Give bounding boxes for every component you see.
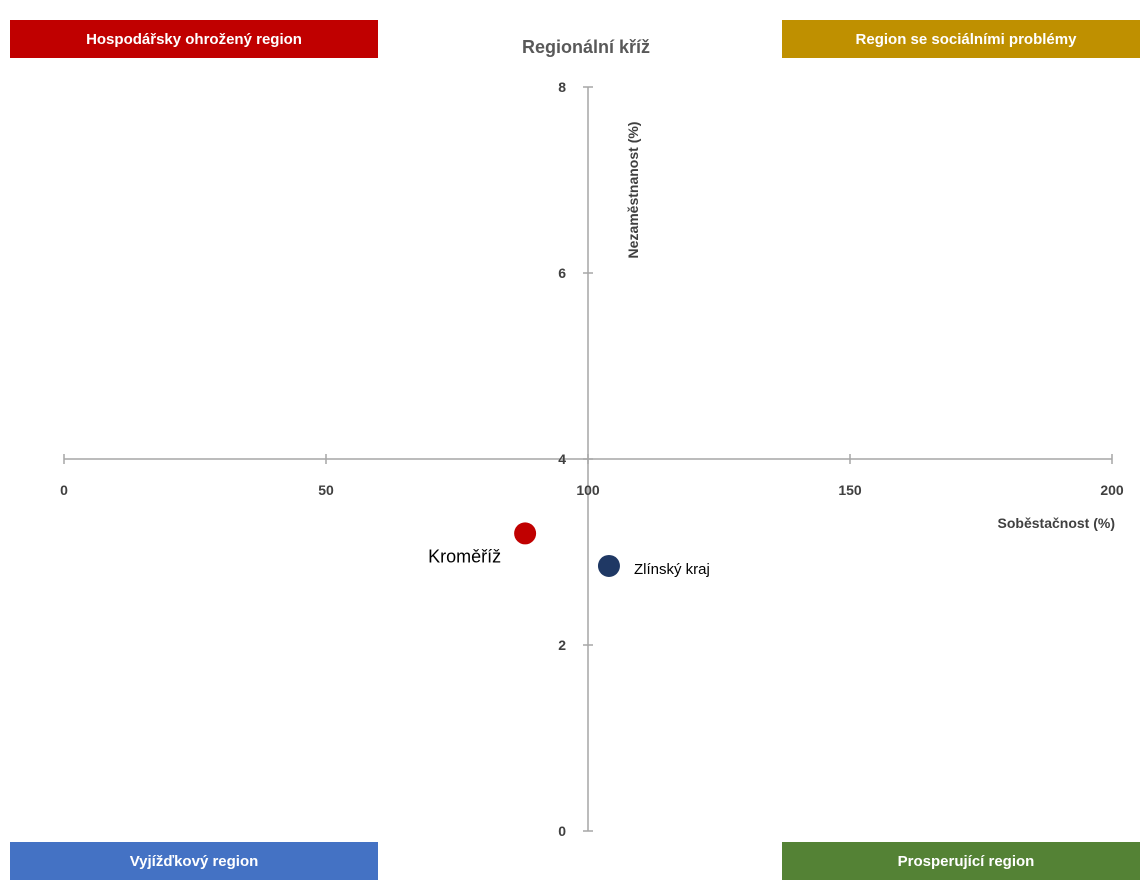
y-tick-label: 4 xyxy=(558,451,566,467)
x-tick-label: 50 xyxy=(318,482,334,498)
quadrant-label-bottom-left: Vyjížďkový region xyxy=(10,842,378,880)
x-tick-label: 200 xyxy=(1100,482,1124,498)
chart-title: Regionální kříž xyxy=(522,37,650,57)
x-tick-label: 0 xyxy=(60,482,68,498)
y-tick-label: 2 xyxy=(558,637,566,653)
y-tick-label: 0 xyxy=(558,823,566,839)
data-point xyxy=(597,554,620,577)
quadrant-label-top-left: Hospodářsky ohrožený region xyxy=(10,20,378,58)
x-tick-label: 150 xyxy=(838,482,862,498)
quadrant-label-top-right: Region se sociálními problémy xyxy=(782,20,1140,58)
y-tick-label: 6 xyxy=(558,265,566,281)
x-ticks: 0 50 100 150 200 xyxy=(60,454,1124,498)
data-point xyxy=(514,522,537,545)
quadrant-label-bottom-right: Prosperující region xyxy=(782,842,1140,880)
x-axis-label: Soběstačnost (%) xyxy=(998,515,1115,531)
data-point-label: Zlínský kraj xyxy=(634,561,710,578)
data-points: Kroměříž Zlínský kraj xyxy=(428,522,710,578)
y-ticks: 0 2 4 6 8 xyxy=(558,79,593,839)
y-tick-label: 8 xyxy=(558,79,566,95)
data-point-label: Kroměříž xyxy=(428,546,501,566)
x-tick-label: 100 xyxy=(576,482,600,498)
y-axis-label: Nezaměstnanost (%) xyxy=(625,122,641,259)
